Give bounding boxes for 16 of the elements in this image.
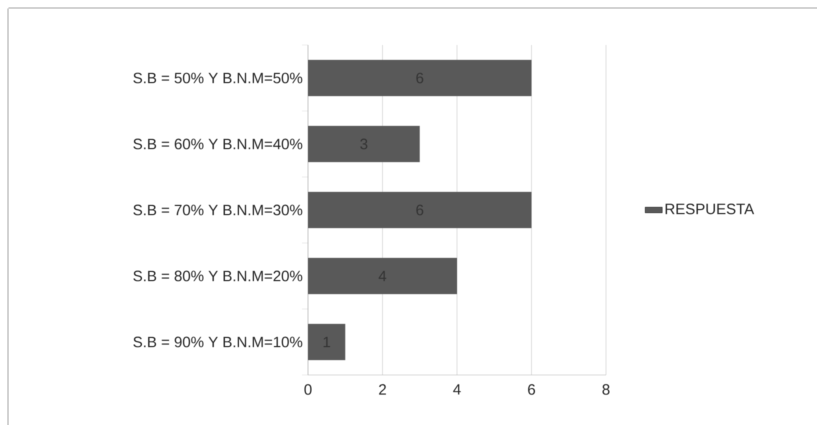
bar (308, 324, 346, 360)
bar (308, 258, 457, 294)
x-tick-label: 2 (379, 384, 386, 395)
legend-label: RESPUESTA (666, 204, 754, 214)
bar (308, 192, 532, 228)
y-tick-label: S.B = 60% Y B.N.M=40% (133, 138, 302, 150)
y-tick-label: S.B = 90% Y B.N.M=10% (133, 336, 302, 348)
bar (308, 126, 420, 162)
y-tick-label: S.B = 50% Y B.N.M=50% (133, 72, 302, 84)
y-tick-label: S.B = 70% Y B.N.M=30% (133, 204, 302, 216)
x-tick-label: 8 (602, 384, 610, 395)
x-tick-label: 4 (453, 384, 461, 395)
x-tick-label: 6 (528, 384, 536, 395)
x-tick-label: 0 (304, 384, 312, 395)
y-tick-label: S.B = 80% Y B.N.M=20% (133, 270, 302, 282)
bar (308, 60, 532, 96)
